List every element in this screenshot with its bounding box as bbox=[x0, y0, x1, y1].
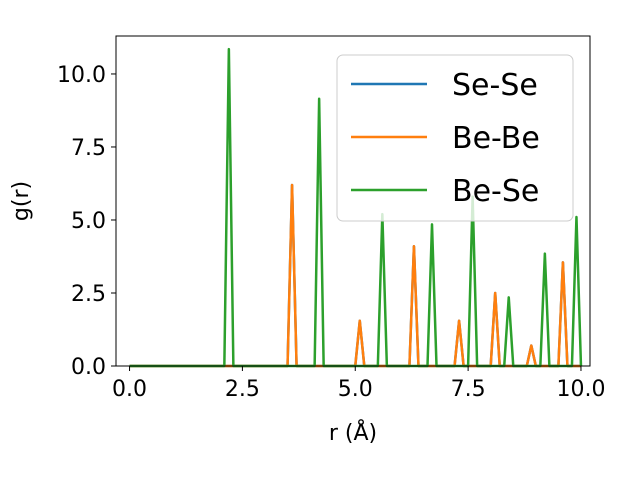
y-tick-label: 0.0 bbox=[71, 355, 106, 380]
y-tick-label: 2.5 bbox=[71, 282, 106, 307]
legend-box bbox=[336, 54, 574, 222]
y-axis-label: g(r) bbox=[9, 181, 34, 221]
legend-label-1: Se-Se bbox=[452, 68, 538, 103]
legend: Se-Se Be-Be Be-Se bbox=[336, 54, 574, 222]
x-tick-label: 10.0 bbox=[556, 377, 605, 402]
x-tick-label: 0.0 bbox=[112, 377, 147, 402]
x-tick-label: 7.5 bbox=[451, 377, 486, 402]
plot-frame bbox=[115, 35, 591, 367]
x-tick-label: 2.5 bbox=[225, 377, 260, 402]
y-tick-label: 5.0 bbox=[71, 209, 106, 234]
legend-label-2: Be-Be bbox=[452, 121, 540, 156]
x-axis-ticks: 0.0 2.5 5.0 7.5 10.0 bbox=[112, 366, 605, 402]
y-tick-label: 10.0 bbox=[57, 63, 106, 88]
x-tick-label: 5.0 bbox=[338, 377, 373, 402]
y-tick-label: 7.5 bbox=[71, 136, 106, 161]
y-axis-ticks: 0.0 2.5 5.0 7.5 10.0 bbox=[57, 63, 116, 380]
legend-label-3: Be-Se bbox=[452, 174, 539, 209]
x-axis-label: r (Å) bbox=[329, 419, 377, 446]
